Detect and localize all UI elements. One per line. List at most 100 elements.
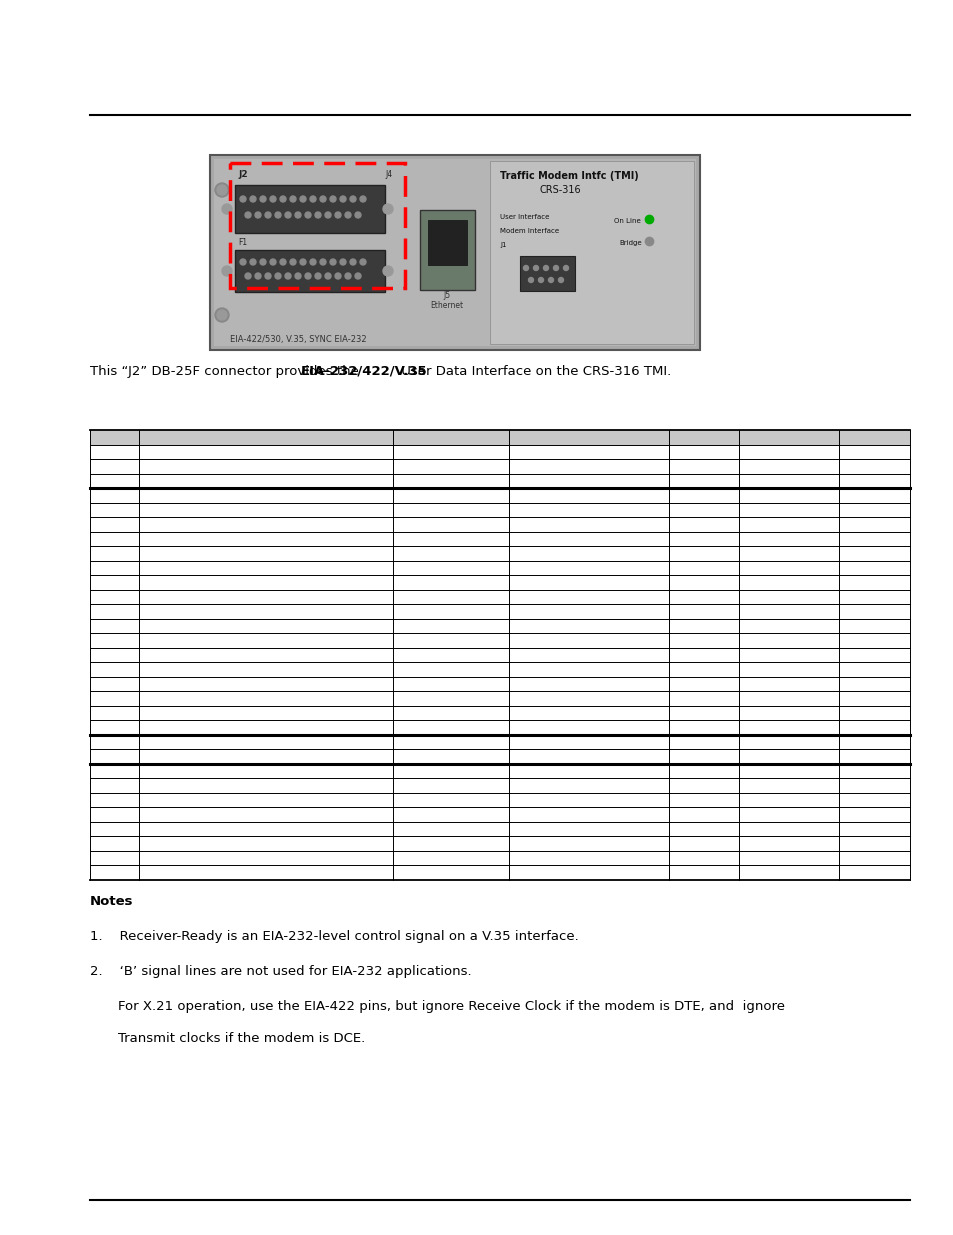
Bar bbox=[668, 706, 738, 720]
Bar bbox=[90, 750, 139, 764]
Bar bbox=[738, 764, 839, 778]
Bar bbox=[839, 517, 909, 531]
Bar bbox=[139, 576, 393, 589]
Text: J4: J4 bbox=[385, 170, 392, 179]
Bar bbox=[509, 764, 668, 778]
Bar bbox=[509, 488, 668, 503]
Text: 1.    Receiver-Ready is an EIA-232-level control signal on a V.35 interface.: 1. Receiver-Ready is an EIA-232-level co… bbox=[90, 930, 578, 944]
Bar bbox=[738, 808, 839, 823]
Bar bbox=[139, 823, 393, 836]
Bar bbox=[139, 604, 393, 619]
Text: Traffic Modem Intfc (TMI): Traffic Modem Intfc (TMI) bbox=[499, 170, 639, 182]
Bar bbox=[668, 750, 738, 764]
Text: Bridge: Bridge bbox=[618, 240, 641, 246]
Bar bbox=[738, 706, 839, 720]
Circle shape bbox=[355, 273, 360, 279]
Bar bbox=[393, 634, 509, 647]
Bar bbox=[839, 662, 909, 677]
Bar bbox=[90, 634, 139, 647]
Text: J1: J1 bbox=[499, 242, 506, 248]
Bar bbox=[90, 764, 139, 778]
Bar bbox=[393, 647, 509, 662]
Bar bbox=[139, 866, 393, 881]
Bar bbox=[139, 517, 393, 531]
Bar bbox=[668, 793, 738, 808]
Bar bbox=[668, 764, 738, 778]
Bar bbox=[839, 459, 909, 473]
Bar bbox=[839, 808, 909, 823]
Circle shape bbox=[319, 196, 326, 203]
Circle shape bbox=[543, 266, 548, 270]
Bar bbox=[738, 604, 839, 619]
Bar bbox=[668, 445, 738, 459]
Circle shape bbox=[330, 259, 335, 266]
Circle shape bbox=[294, 212, 301, 219]
Bar bbox=[738, 546, 839, 561]
Bar bbox=[90, 677, 139, 692]
Circle shape bbox=[254, 212, 261, 219]
Bar bbox=[668, 808, 738, 823]
Circle shape bbox=[305, 212, 311, 219]
Bar bbox=[839, 604, 909, 619]
Bar bbox=[509, 778, 668, 793]
Bar bbox=[509, 430, 668, 445]
Circle shape bbox=[350, 259, 355, 266]
Bar bbox=[393, 459, 509, 473]
Circle shape bbox=[310, 259, 315, 266]
Bar bbox=[90, 706, 139, 720]
Bar bbox=[139, 473, 393, 488]
Circle shape bbox=[325, 212, 331, 219]
Bar bbox=[393, 430, 509, 445]
Bar bbox=[668, 561, 738, 576]
Circle shape bbox=[533, 266, 537, 270]
Text: Transmit clocks if the modem is DCE.: Transmit clocks if the modem is DCE. bbox=[118, 1032, 365, 1045]
Bar bbox=[738, 445, 839, 459]
Circle shape bbox=[339, 196, 346, 203]
Text: Ethernet: Ethernet bbox=[430, 301, 463, 310]
Bar bbox=[509, 459, 668, 473]
Bar bbox=[393, 720, 509, 735]
Bar bbox=[738, 851, 839, 866]
Bar bbox=[738, 662, 839, 677]
Bar bbox=[668, 517, 738, 531]
Bar bbox=[668, 851, 738, 866]
Circle shape bbox=[537, 278, 543, 283]
Circle shape bbox=[382, 204, 393, 214]
Bar bbox=[509, 793, 668, 808]
Bar bbox=[393, 823, 509, 836]
Bar bbox=[139, 634, 393, 647]
Bar bbox=[428, 220, 467, 266]
Circle shape bbox=[270, 196, 275, 203]
Circle shape bbox=[214, 183, 229, 198]
Bar bbox=[90, 531, 139, 546]
Bar bbox=[139, 750, 393, 764]
Bar bbox=[139, 488, 393, 503]
Bar bbox=[90, 430, 139, 445]
Bar bbox=[839, 576, 909, 589]
Bar bbox=[90, 445, 139, 459]
Bar bbox=[839, 851, 909, 866]
Bar bbox=[668, 430, 738, 445]
Bar bbox=[738, 430, 839, 445]
Bar bbox=[393, 836, 509, 851]
Bar bbox=[738, 619, 839, 634]
Bar bbox=[90, 473, 139, 488]
Bar bbox=[738, 517, 839, 531]
Bar bbox=[509, 662, 668, 677]
Bar bbox=[839, 677, 909, 692]
Circle shape bbox=[274, 273, 281, 279]
Bar bbox=[139, 836, 393, 851]
Circle shape bbox=[270, 259, 275, 266]
Bar bbox=[509, 517, 668, 531]
Circle shape bbox=[359, 196, 366, 203]
Circle shape bbox=[274, 212, 281, 219]
Text: Notes: Notes bbox=[90, 895, 133, 908]
Circle shape bbox=[523, 266, 528, 270]
Bar bbox=[393, 851, 509, 866]
Bar bbox=[839, 720, 909, 735]
Bar bbox=[738, 720, 839, 735]
Bar bbox=[90, 823, 139, 836]
Text: On Line: On Line bbox=[614, 219, 640, 224]
Bar bbox=[90, 589, 139, 604]
Bar bbox=[738, 589, 839, 604]
